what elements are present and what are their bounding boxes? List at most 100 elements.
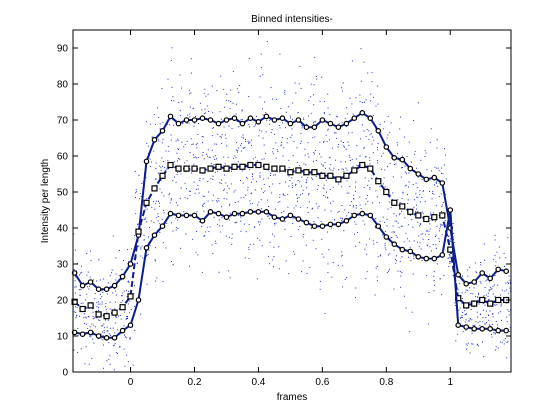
scatter-point [155, 200, 157, 202]
scatter-point [202, 152, 204, 153]
scatter-point [215, 143, 217, 145]
scatter-point [80, 288, 82, 290]
scatter-point [115, 290, 116, 292]
scatter-point [370, 93, 372, 95]
scatter-point [323, 113, 325, 115]
scatter-point [507, 309, 509, 311]
data-point-lower [287, 212, 294, 219]
scatter-point [433, 193, 435, 195]
scatter-point [244, 257, 246, 259]
scatter-point [242, 182, 244, 184]
scatter-point [420, 224, 421, 225]
scatter-point [101, 303, 103, 305]
scatter-point [334, 132, 336, 134]
scatter-point [284, 171, 286, 173]
scatter-point [83, 317, 85, 319]
scatter-point [259, 176, 261, 178]
scatter-point [415, 193, 417, 195]
scatter-point [395, 262, 397, 264]
data-point-lower [95, 333, 102, 339]
scatter-point [129, 337, 131, 339]
scatter-point [484, 323, 486, 325]
scatter-point [352, 206, 354, 208]
scatter-point [441, 167, 443, 169]
scatter-point [122, 292, 124, 294]
scatter-point [293, 207, 295, 209]
data-point-mean [119, 304, 126, 311]
scatter-point [121, 269, 123, 271]
scatter-point [146, 208, 148, 210]
scatter-point [408, 256, 409, 258]
scatter-point [228, 187, 230, 189]
scatter-point [392, 192, 394, 194]
scatter-point [505, 282, 507, 284]
scatter-point [292, 223, 294, 224]
scatter-point [362, 124, 364, 126]
scatter-point [329, 139, 330, 141]
scatter-point [220, 183, 222, 184]
scatter-point [183, 211, 185, 213]
scatter-point [306, 272, 308, 274]
scatter-point [177, 219, 179, 221]
scatter-point [448, 266, 450, 267]
scatter-point [337, 264, 339, 266]
scatter-point [409, 215, 411, 216]
scatter-point [479, 313, 481, 315]
scatter-point [225, 235, 227, 237]
scatter-point [281, 137, 283, 139]
scatter-point [393, 164, 395, 165]
scatter-point [389, 268, 390, 270]
scatter-point [190, 92, 192, 94]
scatter-point [274, 174, 276, 176]
scatter-point [433, 275, 435, 277]
scatter-point [429, 218, 431, 219]
scatter-point [170, 199, 172, 201]
scatter-point [409, 331, 411, 333]
scatter-point [126, 318, 128, 319]
scatter-point [411, 161, 412, 163]
scatter-point [379, 123, 381, 125]
scatter-point [393, 231, 395, 233]
scatter-point [308, 193, 310, 194]
scatter-point [485, 310, 487, 312]
scatter-point [365, 156, 367, 158]
scatter-point [419, 190, 421, 192]
scatter-point [267, 177, 269, 179]
data-point-lower [439, 252, 446, 258]
scatter-point [159, 202, 160, 204]
scatter-point [324, 167, 326, 169]
scatter-point [216, 201, 218, 203]
scatter-point [471, 319, 473, 321]
scatter-point [241, 119, 243, 120]
scatter-point [387, 115, 389, 117]
scatter-point [416, 186, 418, 188]
scatter-point [75, 317, 77, 319]
scatter-point [372, 152, 374, 154]
scatter-point [300, 140, 302, 142]
scatter-point [305, 181, 307, 183]
scatter-point [105, 319, 106, 321]
scatter-point [189, 116, 191, 118]
scatter-point [335, 132, 337, 134]
scatter-point [167, 145, 169, 147]
scatter-point [147, 253, 149, 255]
scatter-point [220, 231, 222, 233]
scatter-point [175, 217, 177, 219]
scatter-point [355, 245, 357, 247]
scatter-point [159, 205, 160, 207]
scatter-point [457, 289, 459, 291]
scatter-point [356, 232, 358, 234]
scatter-point [401, 167, 403, 169]
scatter-point [311, 208, 313, 210]
scatter-point [430, 128, 432, 130]
scatter-point [77, 327, 79, 329]
scatter-point [479, 325, 481, 326]
scatter-point [161, 218, 163, 220]
scatter-point [377, 103, 379, 105]
scatter-point [141, 245, 143, 247]
scatter-point [147, 145, 149, 147]
scatter-point [108, 358, 110, 360]
scatter-point [76, 262, 78, 264]
scatter-point [106, 330, 108, 332]
scatter-point [221, 143, 223, 144]
